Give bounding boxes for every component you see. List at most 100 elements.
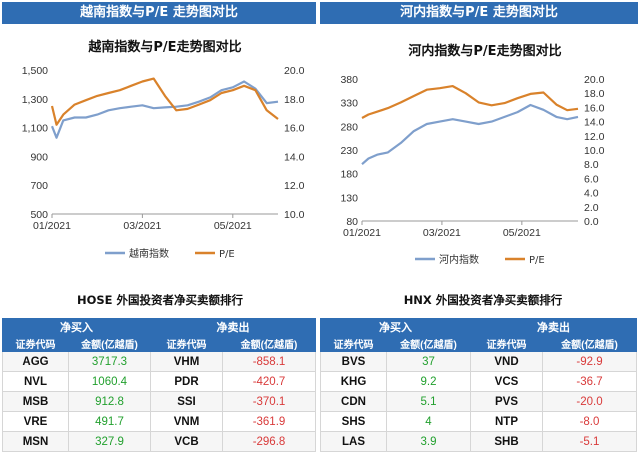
table-row: AGG 3717.3 VHM -858.1 xyxy=(2,351,316,372)
y-right-tick-label: 18.0 xyxy=(284,94,305,106)
y-left-tick-label: 380 xyxy=(340,74,358,86)
sell-amount: -858.1 xyxy=(222,351,316,372)
right-chart-title: 河内指数与P/E走势图对比 xyxy=(408,44,562,59)
pe-series-line xyxy=(50,77,279,126)
x-tick-label: 01/2021 xyxy=(33,220,71,232)
y-left-tick-label: 80 xyxy=(346,216,358,228)
sell-code: NTP xyxy=(470,411,543,432)
index-series-line xyxy=(361,103,579,166)
buy-code: CDN xyxy=(320,391,387,412)
table-row: NVL 1060.4 PDR -420.7 xyxy=(2,371,316,392)
y-left-tick-label: 900 xyxy=(30,151,48,163)
index-series-line xyxy=(50,80,279,139)
buy-code: NVL xyxy=(2,371,69,392)
y-right-tick-label: 20.0 xyxy=(584,74,605,86)
col-amount: 金额(亿越盾) xyxy=(542,335,637,352)
buy-amount: 491.7 xyxy=(68,411,151,432)
y-right-tick-label: 12.0 xyxy=(284,180,305,192)
legend-pe-label: P/E xyxy=(219,249,235,260)
buy-amount: 3717.3 xyxy=(68,351,151,372)
y-right-tick-label: 10.0 xyxy=(584,145,605,157)
buy-amount: 5.1 xyxy=(386,391,471,412)
buy-amount: 9.2 xyxy=(386,371,471,392)
x-tick-label: 05/2021 xyxy=(503,227,541,239)
y-right-tick-label: 16.0 xyxy=(284,123,305,135)
y-right-tick-label: 8.0 xyxy=(584,159,599,171)
table-row: CDN 5.1 PVS -20.0 xyxy=(320,391,637,412)
buy-code: MSB xyxy=(2,391,69,412)
buy-amount: 912.8 xyxy=(68,391,151,412)
y-left-tick-label: 1,500 xyxy=(22,65,48,77)
y-right-tick-label: 14.0 xyxy=(584,117,605,129)
y-right-tick-label: 0.0 xyxy=(584,216,599,228)
right-banner: 河内指数与P/E 走势图对比 xyxy=(320,2,638,24)
table-row: MSB 912.8 SSI -370.1 xyxy=(2,391,316,412)
sell-code: PVS xyxy=(470,391,543,412)
y-right-tick-label: 16.0 xyxy=(584,102,605,114)
left-banner: 越南指数与P/E 走势图对比 xyxy=(2,2,316,24)
y-left-tick-label: 130 xyxy=(340,192,358,204)
y-left-tick-label: 500 xyxy=(30,209,48,221)
buy-group-header: 净买入 xyxy=(2,318,151,336)
col-code: 证券代码 xyxy=(150,335,223,352)
buy-amount: 1060.4 xyxy=(68,371,151,392)
sell-amount: -36.7 xyxy=(542,371,637,392)
sell-code: PDR xyxy=(150,371,223,392)
legend-index-label: 河内指数 xyxy=(439,253,479,266)
buy-code: BVS xyxy=(320,351,387,372)
sell-amount: -8.0 xyxy=(542,411,637,432)
legend-index-label: 越南指数 xyxy=(129,247,169,260)
y-left-tick-label: 1,100 xyxy=(22,123,48,135)
sell-code: VND xyxy=(470,351,543,372)
sell-amount: -361.9 xyxy=(222,411,316,432)
pe-series-line xyxy=(361,84,579,119)
col-code: 证券代码 xyxy=(320,335,387,352)
left-chart: 1,500 1,300 1,100 900 700 500 20.0 18.0 16.0 14.0… xyxy=(22,65,305,260)
legend-pe-label: P/E xyxy=(529,255,545,266)
sell-code: SSI xyxy=(150,391,223,412)
table-row: BVS 37 VND -92.9 xyxy=(320,351,637,372)
buy-group-header: 净买入 xyxy=(320,318,471,336)
y-left-tick-label: 1,300 xyxy=(22,94,48,106)
y-right-tick-label: 18.0 xyxy=(584,88,605,100)
buy-code: KHG xyxy=(320,371,387,392)
sell-amount: -92.9 xyxy=(542,351,637,372)
col-amount: 金额(亿越盾) xyxy=(222,335,316,352)
x-tick-label: 03/2021 xyxy=(423,227,461,239)
y-right-tick-label: 20.0 xyxy=(284,65,305,77)
sell-code: VNM xyxy=(150,411,223,432)
col-amount: 金额(亿越盾) xyxy=(68,335,151,352)
y-right-tick-label: 4.0 xyxy=(584,188,599,200)
col-code: 证券代码 xyxy=(470,335,543,352)
hose-net-table: 净买入 净卖出 证券代码 金额(亿越盾) 证券代码 金额(亿越盾) AGG 37… xyxy=(2,318,316,452)
x-tick-label: 05/2021 xyxy=(214,220,252,232)
right-rank-title: HNX 外国投资者净买卖额排行 xyxy=(403,293,563,307)
y-left-tick-label: 280 xyxy=(340,121,358,133)
x-tick-label: 01/2021 xyxy=(343,227,381,239)
y-right-tick-label: 14.0 xyxy=(284,151,305,163)
col-amount: 金额(亿越盾) xyxy=(386,335,471,352)
buy-amount: 4 xyxy=(386,411,471,432)
buy-code: VRE xyxy=(2,411,69,432)
y-right-tick-label: 12.0 xyxy=(584,131,605,143)
left-rank-title: HOSE 外国投资者净买卖额排行 xyxy=(76,293,244,307)
y-left-tick-label: 330 xyxy=(340,98,358,110)
left-chart-title: 越南指数与P/E走势图对比 xyxy=(88,40,242,55)
x-tick-label: 03/2021 xyxy=(123,220,161,232)
table-row: KHG 9.2 VCS -36.7 xyxy=(320,371,637,392)
sell-group-header: 净卖出 xyxy=(470,318,637,336)
buy-code: SHS xyxy=(320,411,387,432)
hnx-net-table: 净买入 净卖出 证券代码 金额(亿越盾) 证券代码 金额(亿越盾) BVS 37… xyxy=(320,318,637,452)
y-right-tick-label: 6.0 xyxy=(584,173,599,185)
sell-group-header: 净卖出 xyxy=(150,318,316,336)
y-right-tick-label: 10.0 xyxy=(284,209,305,221)
buy-code: AGG xyxy=(2,351,69,372)
sell-amount: -420.7 xyxy=(222,371,316,392)
sell-code: VHM xyxy=(150,351,223,372)
sell-code: VCS xyxy=(470,371,543,392)
y-left-tick-label: 700 xyxy=(30,180,48,192)
right-chart: 380 330 280 230 180 130 80 20.0 18.0 16.0 14.0 12.0… xyxy=(340,74,605,266)
y-left-tick-label: 230 xyxy=(340,145,358,157)
buy-amount: 37 xyxy=(386,351,471,372)
table-row: VRE 491.7 VNM -361.9 xyxy=(2,411,316,432)
